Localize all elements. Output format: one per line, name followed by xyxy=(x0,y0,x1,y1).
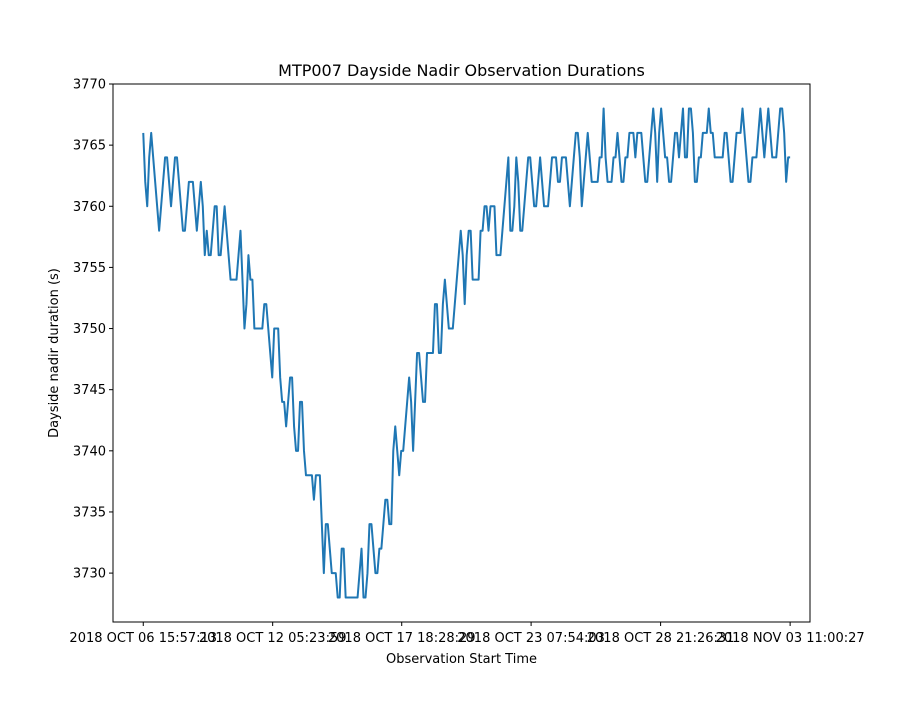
x-tick-label: 2018 OCT 23 07:54:03 xyxy=(457,631,605,646)
plot-area-frame xyxy=(112,83,811,623)
y-axis-label: Dayside nadir duration (s) xyxy=(47,268,62,438)
x-tick-label: 2018 OCT 06 15:57:13 xyxy=(69,631,217,646)
x-tick-label: 2018 OCT 28 21:26:31 xyxy=(587,631,735,646)
x-tick-label: 2018 OCT 12 05:23:59 xyxy=(199,631,347,646)
chart-title: MTP007 Dayside Nadir Observation Duratio… xyxy=(278,61,645,80)
y-tick-label: 3770 xyxy=(73,78,106,93)
y-tick-label: 3745 xyxy=(73,383,106,398)
y-tick-label: 3765 xyxy=(73,139,106,154)
plot-series xyxy=(142,107,791,599)
y-tick-label: 3750 xyxy=(73,322,106,337)
y-tick-label: 3740 xyxy=(73,444,106,459)
x-axis-label: Observation Start Time xyxy=(386,652,537,667)
y-axis: 3730 3735 3740 3745 3750 3755 3760 3765 3770 xyxy=(73,78,113,582)
y-tick-label: 3735 xyxy=(73,505,106,520)
x-tick-label: 2018 NOV 03 11:00:27 xyxy=(716,631,865,646)
y-tick-label: 3760 xyxy=(73,200,106,215)
series-line xyxy=(142,107,791,599)
y-tick-label: 3755 xyxy=(73,261,106,276)
x-tick-label: 2018 OCT 17 18:28:29 xyxy=(328,631,476,646)
y-tick-label: 3730 xyxy=(73,567,106,582)
